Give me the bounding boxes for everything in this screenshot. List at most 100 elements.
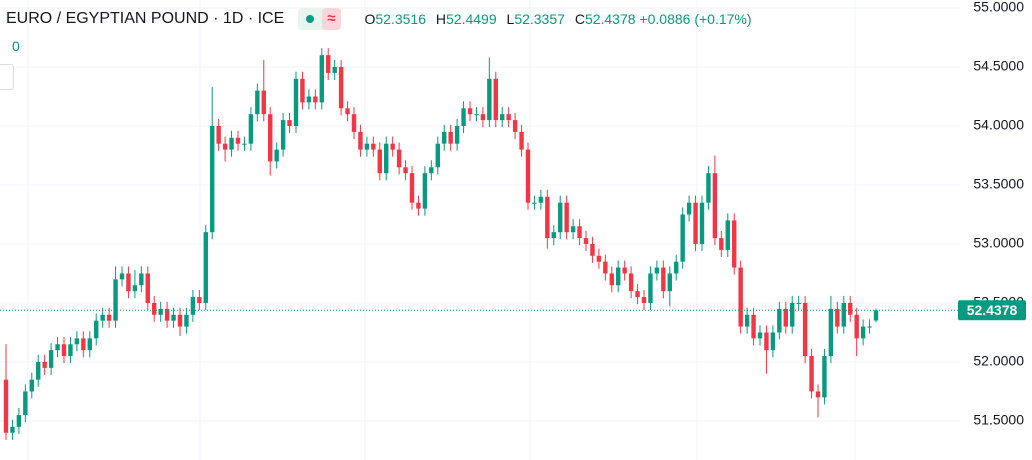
candle-body xyxy=(29,379,34,392)
candle-body xyxy=(119,273,125,280)
candle-body xyxy=(854,314,859,339)
candle-body xyxy=(590,243,595,256)
candle-body xyxy=(300,78,305,103)
candle-body xyxy=(603,261,608,274)
candle-body xyxy=(158,308,163,315)
candle-body xyxy=(81,338,86,351)
candle-body xyxy=(23,391,28,416)
candle-body xyxy=(616,267,621,286)
candle-body xyxy=(783,308,788,327)
candle-body xyxy=(532,202,537,204)
candle-body xyxy=(242,143,247,145)
candle-body xyxy=(738,267,743,327)
candle-body xyxy=(506,114,511,121)
candle-body xyxy=(68,344,73,357)
indicator-value: 0 xyxy=(12,38,20,54)
candle-body xyxy=(152,302,157,315)
candle-body xyxy=(686,202,692,215)
candle-body xyxy=(467,108,473,115)
candle-body xyxy=(480,114,486,121)
candle-body xyxy=(384,143,389,174)
change: +0.0886 xyxy=(639,11,691,27)
candle-body xyxy=(725,220,730,250)
candle-body xyxy=(190,297,196,315)
candle-body xyxy=(403,167,408,174)
ohlc-legend: O52.3516 H52.4499 L52.3357 C52.4378 +0.0… xyxy=(359,11,752,27)
candle-body xyxy=(680,214,685,262)
candle-body xyxy=(654,267,660,274)
candle-body xyxy=(171,314,176,321)
candle-body xyxy=(538,196,544,203)
candle-body xyxy=(622,267,627,274)
low-label: L xyxy=(506,11,515,27)
candle-body xyxy=(197,297,202,303)
open-value: 52.3516 xyxy=(375,11,426,27)
candle-body xyxy=(332,67,337,73)
candle-body xyxy=(261,90,266,115)
candle-body xyxy=(222,143,228,150)
status-badge[interactable]: ≈ xyxy=(298,8,341,30)
candle-body xyxy=(280,120,286,150)
y-tick-label: 54.5000 xyxy=(973,58,1024,74)
candle-body xyxy=(293,78,299,127)
candle-body xyxy=(255,90,260,115)
candle-body xyxy=(699,202,705,244)
candle-body xyxy=(319,55,324,103)
candle-body xyxy=(744,314,750,327)
candle-body xyxy=(706,173,711,203)
candle-body xyxy=(873,310,879,321)
candle-body xyxy=(809,356,814,392)
symbol-title: EURO / EGYPTIAN POUND · 1D · ICE xyxy=(6,10,285,27)
candle-body xyxy=(860,326,866,339)
candle-body xyxy=(48,350,54,368)
candle-body xyxy=(442,131,447,144)
candle-body xyxy=(693,202,698,244)
candle-body xyxy=(661,267,666,292)
candle-body xyxy=(564,202,569,233)
candle-body xyxy=(635,291,640,298)
candle-body xyxy=(371,143,376,150)
candle-body xyxy=(100,314,105,321)
candle-body xyxy=(248,114,254,144)
candle-body xyxy=(364,143,370,150)
candle-body xyxy=(822,356,827,398)
candle-body xyxy=(3,379,9,433)
candle-body xyxy=(525,149,531,203)
candle-body xyxy=(770,332,776,351)
candle-body xyxy=(338,67,344,109)
candle-body xyxy=(61,344,67,357)
candle-body xyxy=(132,285,138,292)
candle-body xyxy=(570,226,576,233)
high-value: 52.4499 xyxy=(446,11,497,27)
candle-body xyxy=(113,279,118,321)
candle-body xyxy=(674,261,679,274)
candle-body xyxy=(667,273,672,292)
candle-body xyxy=(448,131,453,144)
candle-body xyxy=(867,326,872,328)
candle-body xyxy=(835,308,840,327)
candle-body xyxy=(461,108,466,127)
candle-body xyxy=(802,302,808,357)
candle-body xyxy=(828,308,834,357)
candle-body xyxy=(764,332,769,351)
y-tick-label: 54.0000 xyxy=(973,117,1024,133)
candle-body xyxy=(74,338,80,345)
candle-body xyxy=(519,131,524,150)
candle-body xyxy=(596,255,602,262)
candle-body xyxy=(377,149,382,174)
candle-body xyxy=(358,131,363,150)
side-handle[interactable] xyxy=(0,64,14,90)
header: EURO / EGYPTIAN POUND · 1D · ICE ≈ O52.3… xyxy=(6,8,752,30)
candle-body xyxy=(416,202,421,209)
high-label: H xyxy=(435,11,447,27)
candle-body xyxy=(815,391,821,398)
candle-body xyxy=(216,126,221,144)
candle-body xyxy=(274,149,279,162)
change-percent: (+0.17%) xyxy=(694,11,752,27)
candle-body xyxy=(641,297,647,303)
candle-body xyxy=(268,114,273,162)
candle-body xyxy=(16,415,22,427)
y-tick-label: 52.0000 xyxy=(973,353,1024,369)
candle-body xyxy=(390,143,395,150)
